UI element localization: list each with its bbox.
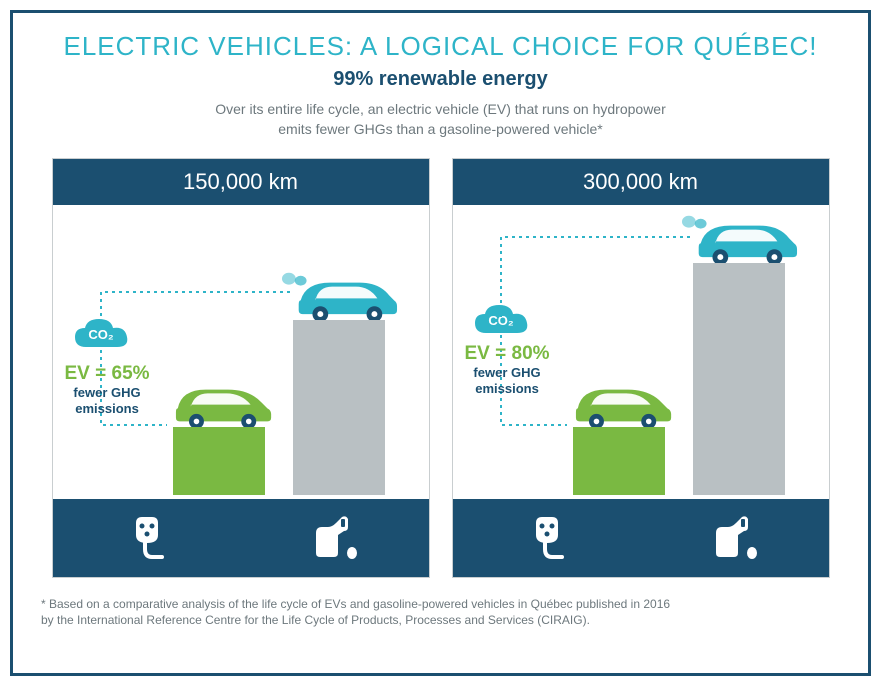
panel-150k: 150,000 km	[52, 158, 430, 578]
description: Over its entire life cycle, an electric …	[41, 99, 840, 140]
gas-pump-icon	[708, 513, 762, 563]
footnote-line2: by the International Reference Centre fo…	[41, 613, 590, 627]
gas-pump-icon	[308, 513, 362, 563]
ev-stat-sub2: emissions	[465, 381, 550, 397]
description-line2: emits fewer GHGs than a gasoline-powered…	[278, 121, 603, 137]
ev-stat-sub1: fewer GHG	[465, 365, 550, 381]
footnote-line1: * Based on a comparative analysis of the…	[41, 597, 670, 611]
bottom-band	[53, 499, 429, 577]
ev-stat-sub2: emissions	[65, 401, 150, 417]
gas-bar	[293, 320, 385, 495]
ev-stat-sub1: fewer GHG	[65, 385, 150, 401]
ev-plug-icon	[522, 513, 572, 563]
ev-stat-block: EV = 65% fewer GHG emissions	[65, 363, 150, 418]
infographic-frame: ELECTRIC VEHICLES: A LOGICAL CHOICE FOR …	[10, 10, 871, 676]
panel-header: 150,000 km	[53, 159, 429, 205]
panel-header: 300,000 km	[453, 159, 829, 205]
panel-300k: 300,000 km	[452, 158, 830, 578]
ev-stat-main: EV = 65%	[65, 363, 150, 385]
footnote: * Based on a comparative analysis of the…	[41, 596, 840, 630]
subtitle: 99% renewable energy	[41, 68, 840, 91]
chart-area: CO₂ EV = 80% fewer GHG emissions	[453, 205, 829, 495]
gas-footer	[241, 499, 429, 577]
comparison-panels: 150,000 km	[41, 158, 840, 578]
gas-bar	[693, 263, 785, 495]
ev-plug-icon	[122, 513, 172, 563]
ev-footer	[453, 499, 641, 577]
ev-stat-block: EV = 80% fewer GHG emissions	[465, 343, 550, 398]
ev-footer	[53, 499, 241, 577]
ev-bar	[173, 427, 265, 495]
ev-stat-main: EV = 80%	[465, 343, 550, 365]
bottom-band	[453, 499, 829, 577]
gas-footer	[641, 499, 829, 577]
dotted-connector	[499, 235, 699, 430]
ev-bar	[573, 427, 665, 495]
description-line1: Over its entire life cycle, an electric …	[215, 101, 666, 117]
main-title: ELECTRIC VEHICLES: A LOGICAL CHOICE FOR …	[41, 31, 840, 62]
chart-area: CO₂ EV = 65% fewer GHG emissions	[53, 205, 429, 495]
